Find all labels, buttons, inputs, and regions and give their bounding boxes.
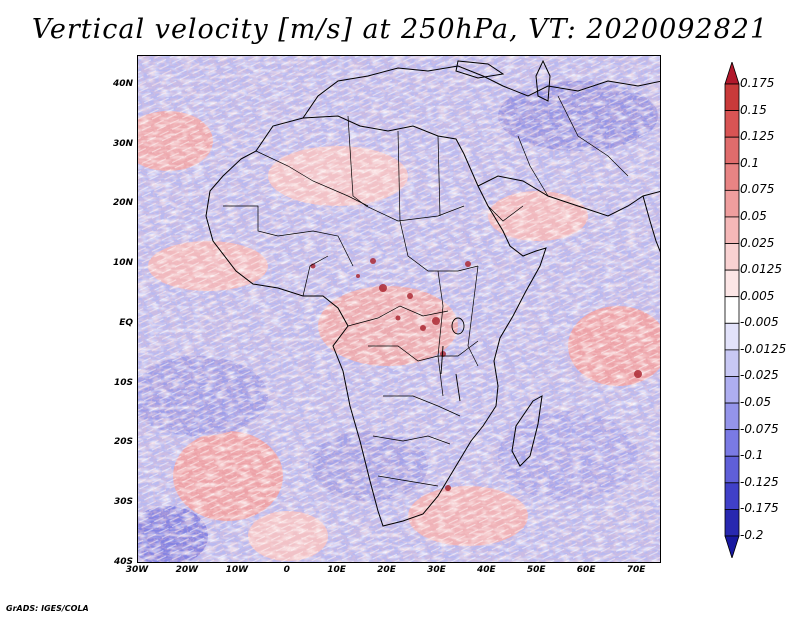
colorbar-bin [724,322,740,351]
strong-updraft-spots [310,258,642,491]
velocity-field-map [138,56,660,562]
lon-label: 0 [283,565,290,575]
colorbar-bin [724,189,740,218]
lat-label: EQ [119,317,133,328]
colorbar-level-label: -0.125 [740,474,779,489]
coastlines [205,59,660,527]
colorbar-bin [724,429,740,457]
lon-label: 40E [476,565,496,575]
colorbar-bin [724,216,740,244]
map-panel [137,55,661,563]
colorbar-bin [724,349,740,377]
lon-label: 10E [327,565,346,575]
colorbar-level-label: -0.025 [740,368,779,383]
lon-label: 20W [175,565,199,575]
colorbar-level-label: -0.1 [740,448,764,463]
colorbar-level-label: 0.175 [740,76,775,90]
black-sea [455,60,505,79]
madagascar-coastline [511,395,543,467]
colorbar-bin [724,296,740,324]
lat-label: 40N [112,78,133,89]
india-coastline [642,195,660,253]
colorbar-bin [724,83,740,111]
colorbar [724,62,740,558]
colorbar-level-label: -0.075 [740,421,779,436]
colorbar-bin [724,455,740,484]
lat-label: 30S [113,497,133,508]
colorbar-bin [724,509,740,537]
colorbar-level-label: 0.05 [740,208,767,223]
colorbar-level-label: 0.15 [740,102,767,117]
europe-coastline [302,65,660,119]
lat-label: 20N [112,198,133,209]
colorbar-bin [724,376,740,404]
lakes [440,317,465,402]
colorbar-level-label: -0.175 [740,501,779,516]
colorbar-level-label: 0.0125 [740,262,782,277]
lat-label: 40S [113,557,133,567]
colorbar-level-label: -0.2 [740,528,764,542]
colorbar-bin [724,269,740,298]
lon-label: 30E [427,565,446,575]
colorbar-level-label: 0.125 [740,129,775,144]
lat-label: 10S [113,377,133,388]
colorbar-level-label: -0.0125 [740,341,787,356]
colorbar-bin [724,243,740,271]
lon-label: 60E [576,565,596,575]
colorbar-bin [724,402,740,431]
colorbar-bin [724,163,740,191]
arabia-coastline [477,175,660,217]
colorbar-bin [724,136,740,165]
colorbar-level-label: 0.075 [740,182,775,197]
colorbar-bin [724,482,740,510]
credit-text: GrADS: IGES/COLA [6,604,89,613]
map-title: Vertical velocity [m/s] at 250hPa, VT: 2… [31,14,769,45]
lon-label: 70E [626,565,646,575]
country-borders [223,95,629,487]
colorbar-level-label: 0.1 [740,155,760,170]
lon-label: 20E [377,565,396,575]
colorbar-bin [724,110,740,138]
colorbar-level-label: -0.005 [740,315,779,330]
colorbar-level-label: -0.05 [740,395,772,410]
caspian [535,59,551,102]
africa-coastline [205,115,547,527]
lon-label: 50E [526,565,546,575]
lon-label: 30W [125,565,149,575]
colorbar-min-arrow [724,535,740,558]
lon-label: 10W [225,565,249,575]
colorbar-level-label: 0.025 [740,235,775,250]
colorbar-level-label: 0.005 [740,288,775,303]
lat-label: 10N [112,258,133,269]
lat-label: 20S [113,437,133,448]
lat-label: 30N [112,138,133,149]
colorbar-max-arrow [724,62,740,85]
